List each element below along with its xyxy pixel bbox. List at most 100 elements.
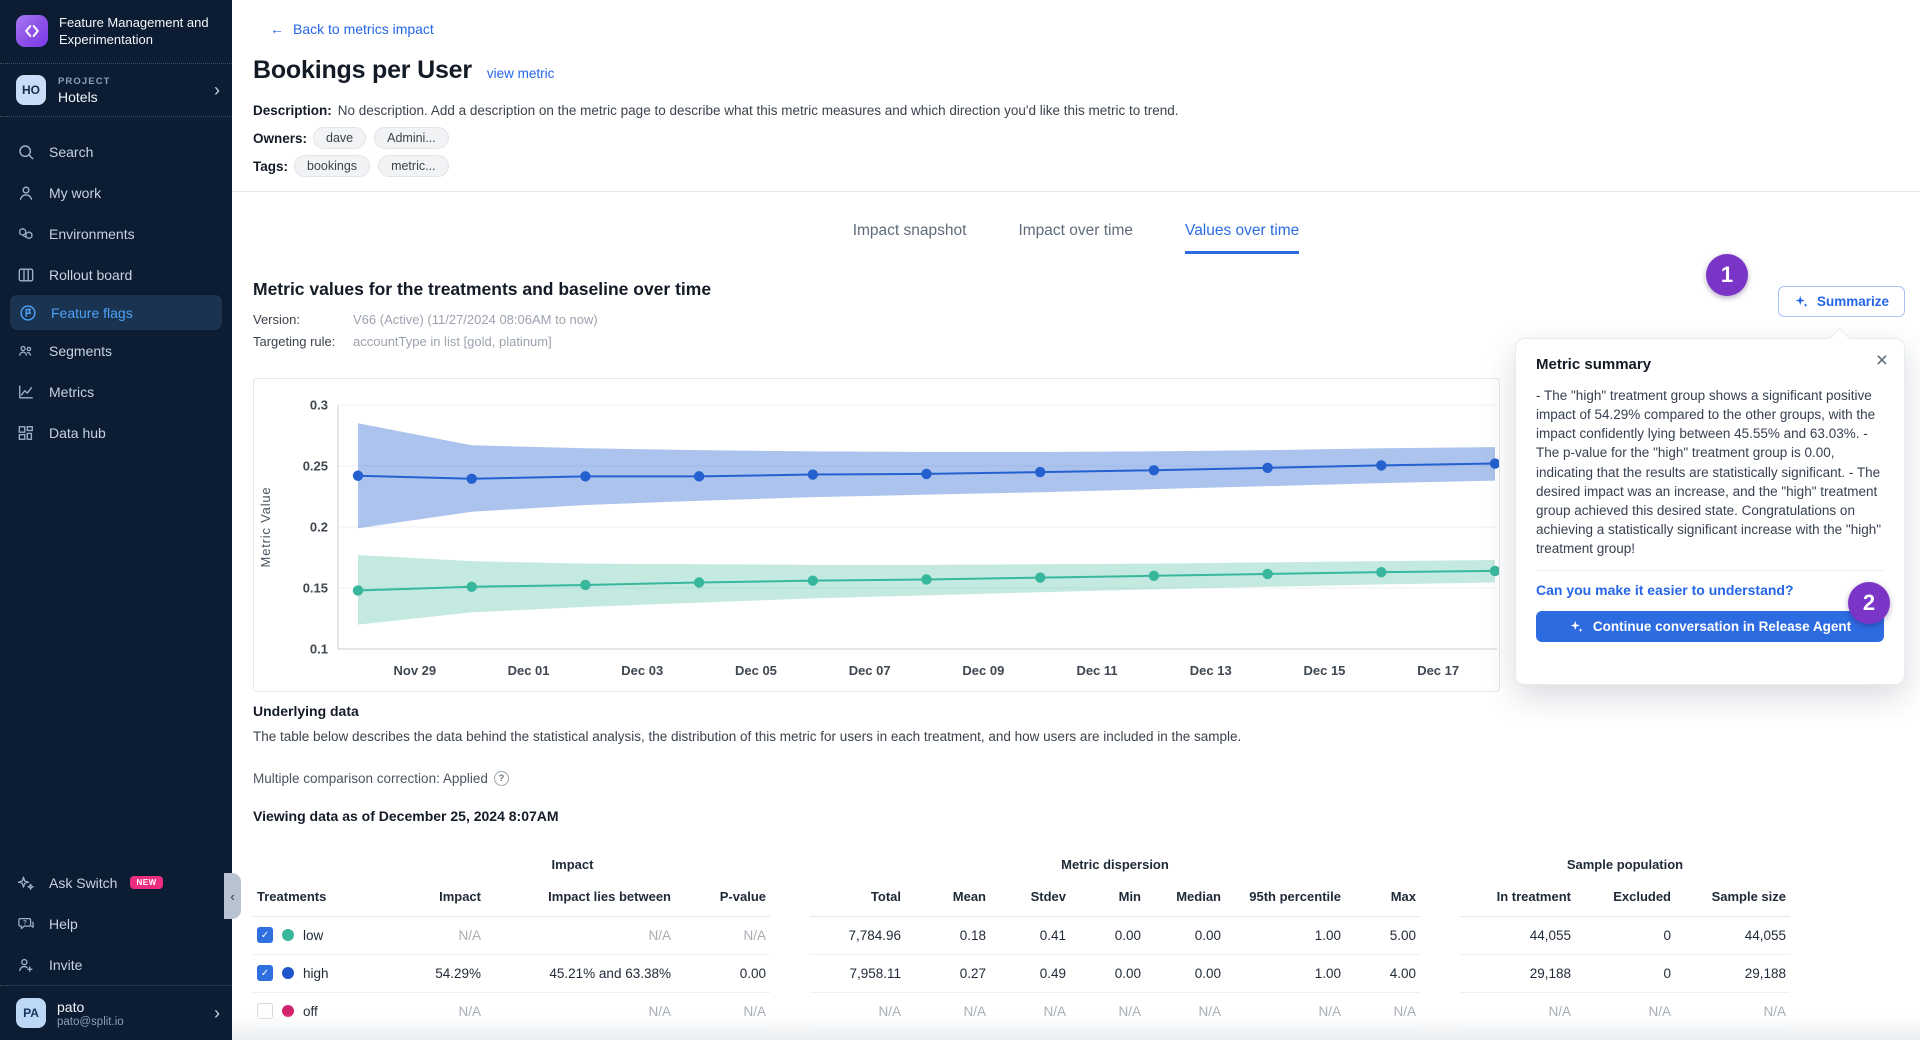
table-cell: 0 <box>1575 954 1675 993</box>
continue-conversation-button[interactable]: Continue conversation in Release Agent <box>1536 611 1884 643</box>
table-cell: 1.00 <box>1225 916 1345 955</box>
sidebar-item-data-hub[interactable]: Data hub <box>0 412 232 453</box>
table-cell: 4.00 <box>1345 954 1420 993</box>
table-cell: 0.27 <box>905 954 990 993</box>
sidebar-item-invite[interactable]: Invite <box>0 944 232 985</box>
table-cell: N/A <box>1575 992 1675 1031</box>
sidebar-collapse-handle[interactable]: ‹ <box>224 873 241 919</box>
user-menu[interactable]: PA pato pato@split.io › <box>0 986 232 1040</box>
page-title: Bookings per User <box>253 56 472 84</box>
sidebar-divider <box>0 63 232 65</box>
svg-text:0.15: 0.15 <box>303 581 328 596</box>
svg-text:0.1: 0.1 <box>310 642 328 657</box>
metric-summary-popover: Metric summary × - The "high" treatment … <box>1515 327 1905 685</box>
table-cell: N/A <box>1345 992 1420 1031</box>
column-header: In treatment <box>1460 878 1575 917</box>
project-switcher[interactable]: HO PROJECT Hotels › <box>0 64 232 116</box>
tag-chip[interactable]: bookings <box>294 155 371 177</box>
targeting-rule-value: accountType in list [gold, platinum] <box>353 334 552 349</box>
summarize-button[interactable]: Summarize <box>1777 286 1905 317</box>
column-header: 95th percentile <box>1225 878 1345 917</box>
close-icon[interactable]: × <box>1875 349 1888 372</box>
targeting-rule-label: Targeting rule: <box>253 334 336 349</box>
metric-values-chart: 0.3 0.25 0.2 0.15 0.1 Metric Value Nov 29 Dec 0… <box>258 398 1501 678</box>
view-metric-link[interactable]: view metric <box>486 66 555 81</box>
tab-bar: Impact snapshot Impact over time Values … <box>232 222 1920 254</box>
project-label: PROJECT <box>58 75 111 87</box>
treatment-checkbox[interactable]: ✓ <box>257 927 273 943</box>
person-plus-icon <box>19 958 33 972</box>
svg-text:0.3: 0.3 <box>310 398 328 413</box>
table-cell: N/A <box>375 992 485 1031</box>
user-name: pato <box>57 998 85 1015</box>
sidebar-footer: Ask Switch NEW ? Help Invite PA pato pat… <box>0 862 232 1040</box>
popover-arrow <box>1828 327 1851 350</box>
avatar: PA <box>16 998 46 1028</box>
table-cell: N/A <box>485 992 675 1031</box>
tab-impact-snapshot[interactable]: Impact snapshot <box>852 222 967 239</box>
grid-icon <box>18 425 33 440</box>
svg-text:Dec 09: Dec 09 <box>962 663 1004 678</box>
table-cell: 29,188 <box>1460 954 1575 993</box>
sparkle-icon <box>1570 621 1583 633</box>
sidebar-item-help[interactable]: ? Help <box>0 903 232 944</box>
table-cell: 0.41 <box>990 916 1070 955</box>
table-row: ✓ low N/A N/A N/A 7,784.96 0.18 0.41 0.00 0.00 1.… <box>253 916 1790 955</box>
sidebar-item-segments[interactable]: Segments <box>0 330 232 371</box>
table-cell: 29,188 <box>1675 954 1790 993</box>
annotation-badge-1: 1 <box>1706 254 1748 296</box>
popover-title: Metric summary <box>1536 356 1652 373</box>
followup-link[interactable]: Can you make it easier to understand? <box>1536 582 1794 599</box>
help-chat-icon: ? <box>18 917 34 929</box>
summary-text: - The "high" treatment group shows a sig… <box>1536 388 1882 557</box>
table-cell: N/A <box>375 916 485 955</box>
group-header-sample-population: Sample population <box>1566 856 1684 872</box>
column-header: Stdev <box>990 878 1070 917</box>
owner-chip[interactable]: Admini... <box>374 127 449 149</box>
table-cell: 44,055 <box>1460 916 1575 955</box>
table-cell: N/A <box>1675 992 1790 1031</box>
correction-row: Multiple comparison correction: Applied … <box>253 771 509 786</box>
treatment-checkbox[interactable]: ✓ <box>257 965 273 981</box>
tab-impact-over-time[interactable]: Impact over time <box>1018 222 1133 239</box>
sidebar-item-my-work[interactable]: My work <box>0 172 232 213</box>
tab-values-over-time[interactable]: Values over time <box>1185 222 1300 254</box>
table-header-row: Treatments Impact Impact lies between P-val… <box>253 878 1790 917</box>
sidebar-item-environments[interactable]: Environments <box>0 213 232 254</box>
user-email: pato@split.io <box>57 1015 124 1028</box>
sidebar-item-feature-flags[interactable]: Feature flags <box>10 295 222 331</box>
table-cell: N/A <box>1225 992 1345 1031</box>
svg-text:?: ? <box>23 919 27 926</box>
sidebar-item-rollout-board[interactable]: Rollout board <box>0 254 232 295</box>
underlying-data-table: Impact Metric dispersion Sample populati… <box>253 850 1790 1031</box>
table-cell: 1.00 <box>1225 954 1345 993</box>
column-header: Total <box>810 878 905 917</box>
column-header: Max <box>1345 878 1420 917</box>
table-cell: 0.18 <box>905 916 990 955</box>
column-header: P-value <box>675 878 770 917</box>
question-circle-icon[interactable]: ? <box>493 771 509 786</box>
table-group-header-row: Impact Metric dispersion Sample populati… <box>253 850 1790 878</box>
svg-text:Dec 05: Dec 05 <box>735 663 777 678</box>
table-cell: N/A <box>905 992 990 1031</box>
project-name: Hotels <box>58 88 98 105</box>
sidebar-item-search[interactable]: Search <box>0 131 232 172</box>
svg-text:Nov 29: Nov 29 <box>394 663 437 678</box>
svg-text:0.2: 0.2 <box>310 520 328 535</box>
table-cell: N/A <box>675 916 770 955</box>
back-link[interactable]: ← Back to metrics impact <box>270 21 434 37</box>
table-cell: 44,055 <box>1675 916 1790 955</box>
column-header: Impact lies between <box>485 878 675 917</box>
table-cell: 0.00 <box>1070 916 1145 955</box>
treatment-checkbox[interactable] <box>257 1003 273 1019</box>
sidebar-item-ask-switch[interactable]: Ask Switch NEW <box>0 862 232 903</box>
svg-text:Dec 15: Dec 15 <box>1303 663 1345 678</box>
table-cell: 45.21% and 63.38% <box>485 954 675 993</box>
tag-chip[interactable]: metric... <box>378 155 449 177</box>
sidebar-item-metrics[interactable]: Metrics <box>0 371 232 412</box>
main-content: ← Back to metrics impact Bookings per Us… <box>232 0 1920 1040</box>
owner-chip[interactable]: dave <box>313 127 367 149</box>
table-cell: 0.49 <box>990 954 1070 993</box>
table-cell: 54.29% <box>375 954 485 993</box>
